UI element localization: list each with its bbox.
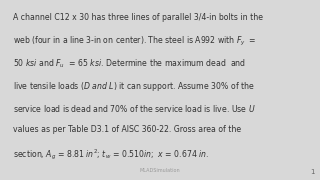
Text: A channel C12 x 30 has three lines of parallel 3/4-in bolts in the: A channel C12 x 30 has three lines of pa… xyxy=(13,13,263,22)
Text: section, $A_g$ = 8.81 $in^2$; $t_w$ = 0.510$in$;  $x$ = 0.674 $in$.: section, $A_g$ = 8.81 $in^2$; $t_w$ = 0.… xyxy=(13,148,209,162)
Text: MLADSimulation: MLADSimulation xyxy=(140,168,180,173)
Text: 50 $ksi$ and $F_u$  = 65 $ksi$. Determine the maximum dead  and: 50 $ksi$ and $F_u$ = 65 $ksi$. Determine… xyxy=(13,58,246,70)
Text: service load is dead and 70% of the service load is live. Use $U$: service load is dead and 70% of the serv… xyxy=(13,103,255,114)
Text: live tensile loads ($D$ $and$ $L$) it can support. Assume 30% of the: live tensile loads ($D$ $and$ $L$) it ca… xyxy=(13,80,254,93)
Text: web (four in a line 3-in on center). The steel is A992 with $F_y$  =: web (four in a line 3-in on center). The… xyxy=(13,35,256,48)
Text: values as per Table D3.1 of AISC 360-22. Gross area of the: values as per Table D3.1 of AISC 360-22.… xyxy=(13,125,241,134)
Text: 1: 1 xyxy=(311,169,315,175)
